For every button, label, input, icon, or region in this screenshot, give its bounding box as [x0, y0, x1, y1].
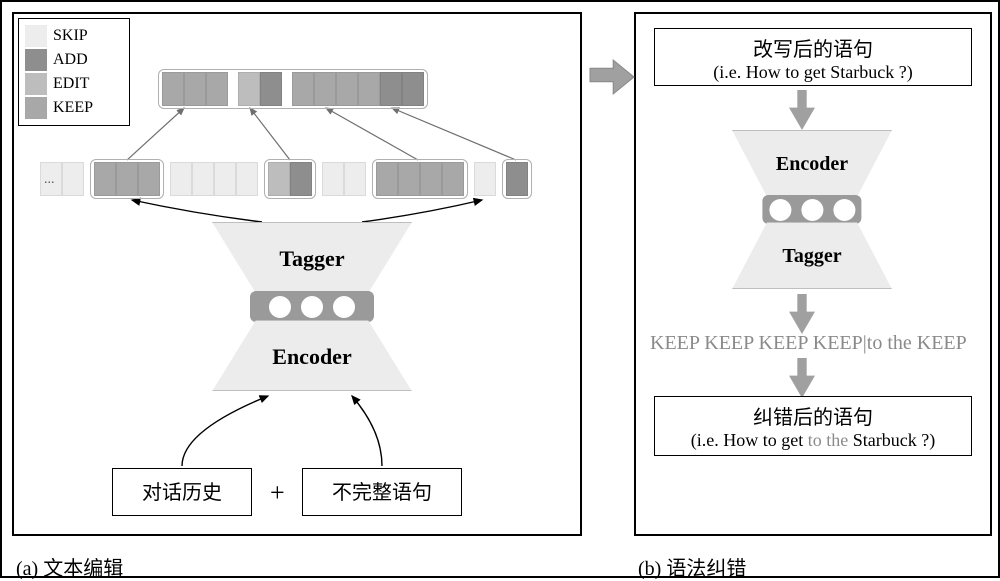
legend-row: SKIP: [25, 25, 123, 47]
band-dot: [269, 296, 291, 318]
legend-row: ADD: [25, 49, 123, 71]
token-group: [90, 159, 164, 199]
legend: SKIP ADD EDIT KEEP: [18, 18, 130, 126]
input-box-history: 对话历史: [112, 468, 252, 516]
token-skip: [236, 162, 258, 196]
token-group: [158, 69, 428, 109]
token-skip: [214, 162, 236, 196]
corrected-title: 纠错后的语句: [663, 401, 963, 430]
module-bottom: Tagger: [732, 222, 892, 289]
rewritten-example: (i.e. How to get Starbuck ?): [663, 62, 963, 83]
legend-swatch: [25, 73, 47, 95]
corrected-example: (i.e. How to get to the Starbuck ?): [663, 430, 963, 451]
input-box-incomplete: 不完整语句: [302, 468, 462, 516]
token-skip: [322, 162, 344, 196]
hourglass-module: Tagger Encoder: [212, 222, 412, 392]
module-top: Encoder: [732, 130, 892, 197]
band-dot: [333, 296, 355, 318]
token-group: [372, 159, 468, 199]
hourglass-module: Encoder Tagger: [732, 130, 892, 290]
legend-row: KEEP: [25, 97, 123, 119]
rewritten-box: 改写后的语句(i.e. How to get Starbuck ?): [654, 28, 972, 86]
figure-canvas: SKIP ADD EDIT KEEP (a) 文本编辑 (b) 语法纠错 ... Tag…: [0, 0, 1000, 578]
tag-sequence: KEEP KEEP KEEP KEEP|to the KEEP: [650, 332, 967, 355]
rewritten-title: 改写后的语句: [663, 33, 963, 62]
ellipsis: ...: [44, 172, 55, 188]
caption-b: (b) 语法纠错: [638, 552, 746, 581]
legend-swatch: [25, 97, 47, 119]
legend-label: ADD: [53, 51, 88, 69]
transfer-arrow-icon: [588, 58, 640, 102]
legend-label: SKIP: [53, 27, 88, 45]
token-skip: [170, 162, 192, 196]
module-top: Tagger: [212, 222, 412, 293]
band-dot: [833, 199, 855, 221]
legend-row: EDIT: [25, 73, 123, 95]
token-skip: [474, 162, 496, 196]
legend-label: EDIT: [53, 75, 89, 93]
token-group: [264, 159, 316, 199]
legend-swatch: [25, 25, 47, 47]
token-skip: [344, 162, 366, 196]
token-skip: [192, 162, 214, 196]
plus-sign: +: [270, 478, 285, 508]
token-group: [502, 159, 532, 199]
module-band: [762, 195, 861, 224]
caption-a: (a) 文本编辑: [16, 552, 123, 581]
band-dot: [769, 199, 791, 221]
token-skip: [62, 162, 84, 196]
band-dot: [801, 199, 823, 221]
corrected-box: 纠错后的语句(i.e. How to get to the Starbuck ?…: [654, 396, 972, 456]
band-dot: [301, 296, 323, 318]
legend-label: KEEP: [53, 99, 93, 117]
module-bottom: Encoder: [212, 320, 412, 391]
legend-swatch: [25, 49, 47, 71]
module-band: [250, 291, 374, 322]
